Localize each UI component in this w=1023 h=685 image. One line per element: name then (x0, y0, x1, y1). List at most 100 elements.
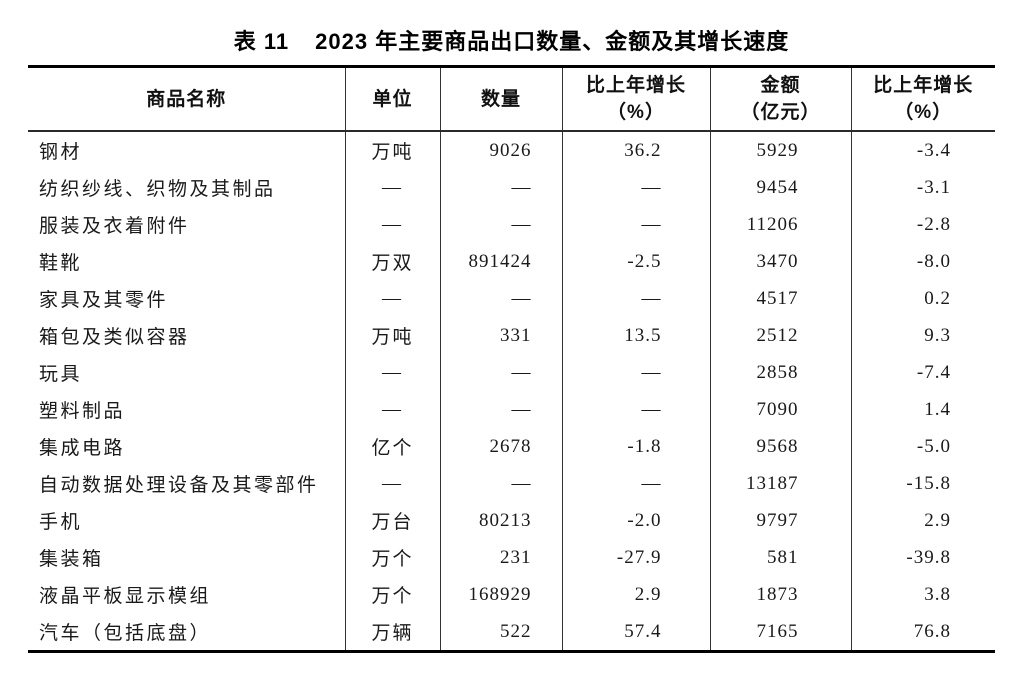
cell-quantity: 522 (440, 613, 563, 652)
col-header-amount-line2: （亿元） (740, 102, 821, 123)
cell-amount-growth: 9.3 (924, 324, 951, 346)
cell-unit: 万个 (345, 576, 441, 613)
table-row: 集成电路 亿个 2678 -1.8 9568 -5.0 (28, 428, 995, 465)
col-header-quantity: 数量 (440, 66, 563, 131)
col-header-amount: 金额 （亿元） (710, 66, 852, 131)
col-header-unit-label: 单位 (372, 88, 413, 110)
cell-quantity-growth: -2.5 (562, 243, 711, 280)
cell-amount: 4517 (710, 280, 852, 317)
cell-commodity-name: 箱包及类似容器 (28, 317, 346, 354)
cell-quantity: 891424 (440, 243, 563, 280)
cell-amount: 2512 (710, 317, 852, 354)
cell-quantity: 2678 (440, 428, 563, 465)
table-number-label: 表 11 (233, 29, 290, 54)
table-row: 玩具 — — — 2858 -7.4 (28, 354, 995, 391)
cell-amount-growth: -3.1 (916, 176, 951, 198)
cell-unit: — (345, 354, 441, 391)
col-header-quantity-growth-line1: 比上年增长 (585, 75, 686, 96)
cell-quantity-growth: -27.9 (562, 539, 711, 576)
table-row: 纺织纱线、织物及其制品 — — — 9454 -3.1 (28, 169, 995, 206)
cell-quantity-growth: 2.9 (562, 576, 711, 613)
cell-commodity-name: 汽车（包括底盘） (28, 613, 346, 652)
cell-amount: 5929 (710, 131, 852, 169)
cell-quantity: — (440, 354, 563, 391)
cell-commodity-name: 服装及衣着附件 (28, 206, 346, 243)
table-title-text: 2023 年主要商品出口数量、金额及其增长速度 (315, 29, 790, 54)
cell-commodity-name: 纺织纱线、织物及其制品 (28, 169, 346, 206)
cell-unit: 万台 (345, 502, 441, 539)
table-row: 集装箱 万个 231 -27.9 581 -39.8 (28, 539, 995, 576)
table-row: 液晶平板显示模组 万个 168929 2.9 1873 3.8 (28, 576, 995, 613)
cell-commodity-name: 塑料制品 (28, 391, 346, 428)
cell-quantity-growth: — (562, 465, 711, 502)
cell-quantity-growth: — (562, 354, 711, 391)
cell-quantity: 9026 (440, 131, 563, 169)
cell-amount: 9568 (710, 428, 852, 465)
cell-amount: 7090 (710, 391, 852, 428)
cell-amount-growth: 2.9 (924, 509, 951, 531)
cell-quantity: — (440, 169, 563, 206)
cell-quantity: 80213 (440, 502, 563, 539)
cell-amount-growth: 0.2 (924, 287, 951, 309)
table-row: 手机 万台 80213 -2.0 9797 2.9 (28, 502, 995, 539)
cell-quantity: 168929 (440, 576, 563, 613)
cell-unit: 万辆 (345, 613, 441, 652)
cell-amount-growth: 3.8 (924, 583, 951, 605)
cell-amount: 9454 (710, 169, 852, 206)
table-row: 塑料制品 — — — 7090 1.4 (28, 391, 995, 428)
col-header-quantity-growth-line2: （%） (607, 102, 665, 123)
cell-commodity-name: 液晶平板显示模组 (28, 576, 346, 613)
cell-amount: 3470 (710, 243, 852, 280)
cell-unit: — (345, 206, 441, 243)
cell-unit: 万双 (345, 243, 441, 280)
cell-amount: 581 (710, 539, 852, 576)
cell-amount-growth: -7.4 (916, 361, 951, 383)
col-header-amount-growth-line2: （%） (894, 102, 953, 123)
table-body: 钢材 万吨 9026 36.2 5929 -3.4 纺织纱线、织物及其制品 — … (28, 131, 995, 652)
cell-amount: 11206 (710, 206, 852, 243)
table-row: 钢材 万吨 9026 36.2 5929 -3.4 (28, 131, 995, 169)
cell-quantity: — (440, 280, 563, 317)
col-header-amount-line1: 金额 (760, 75, 801, 96)
col-header-quantity-label: 数量 (480, 88, 521, 110)
cell-unit: 万吨 (345, 317, 441, 354)
cell-unit: — (345, 391, 441, 428)
cell-quantity-growth: — (562, 169, 711, 206)
cell-commodity-name: 钢材 (28, 131, 346, 169)
cell-quantity-growth: -1.8 (562, 428, 711, 465)
col-header-amount-growth-line1: 比上年增长 (873, 75, 974, 96)
cell-amount: 2858 (710, 354, 852, 391)
header-row: 商品名称 单位 数量 比上年增长 （%） 金额 （亿元） 比上年增长 (28, 66, 995, 131)
cell-quantity: 331 (440, 317, 563, 354)
cell-amount: 9797 (710, 502, 852, 539)
table-header: 商品名称 单位 数量 比上年增长 （%） 金额 （亿元） 比上年增长 (28, 66, 995, 131)
cell-amount-growth: -3.4 (916, 139, 951, 161)
cell-amount-growth: -39.8 (906, 546, 951, 568)
cell-commodity-name: 家具及其零件 (28, 280, 346, 317)
cell-quantity-growth: — (562, 206, 711, 243)
col-header-quantity-growth: 比上年增长 （%） (562, 66, 711, 131)
table-row: 家具及其零件 — — — 4517 0.2 (28, 280, 995, 317)
cell-quantity: — (440, 391, 563, 428)
cell-unit: — (345, 280, 441, 317)
cell-amount-growth: -15.8 (906, 472, 951, 494)
col-header-commodity-name-label: 商品名称 (146, 88, 227, 110)
table-row: 服装及衣着附件 — — — 11206 -2.8 (28, 206, 995, 243)
table-row: 自动数据处理设备及其零部件 — — — 13187 -15.8 (28, 465, 995, 502)
cell-amount-growth: 1.4 (924, 398, 951, 420)
cell-commodity-name: 集装箱 (28, 539, 346, 576)
cell-amount-growth: -5.0 (916, 435, 951, 457)
col-header-unit: 单位 (345, 66, 441, 131)
table-row: 汽车（包括底盘） 万辆 522 57.4 7165 76.8 (28, 613, 995, 652)
cell-unit: 亿个 (345, 428, 441, 465)
cell-quantity: — (440, 206, 563, 243)
cell-commodity-name: 集成电路 (28, 428, 346, 465)
cell-quantity-growth: -2.0 (562, 502, 711, 539)
table-row: 鞋靴 万双 891424 -2.5 3470 -8.0 (28, 243, 995, 280)
cell-quantity-growth: 57.4 (562, 613, 711, 652)
cell-amount-growth: 76.8 (913, 620, 951, 642)
export-commodities-table: 商品名称 单位 数量 比上年增长 （%） 金额 （亿元） 比上年增长 (28, 65, 995, 653)
cell-commodity-name: 鞋靴 (28, 243, 346, 280)
cell-quantity-growth: — (562, 391, 711, 428)
